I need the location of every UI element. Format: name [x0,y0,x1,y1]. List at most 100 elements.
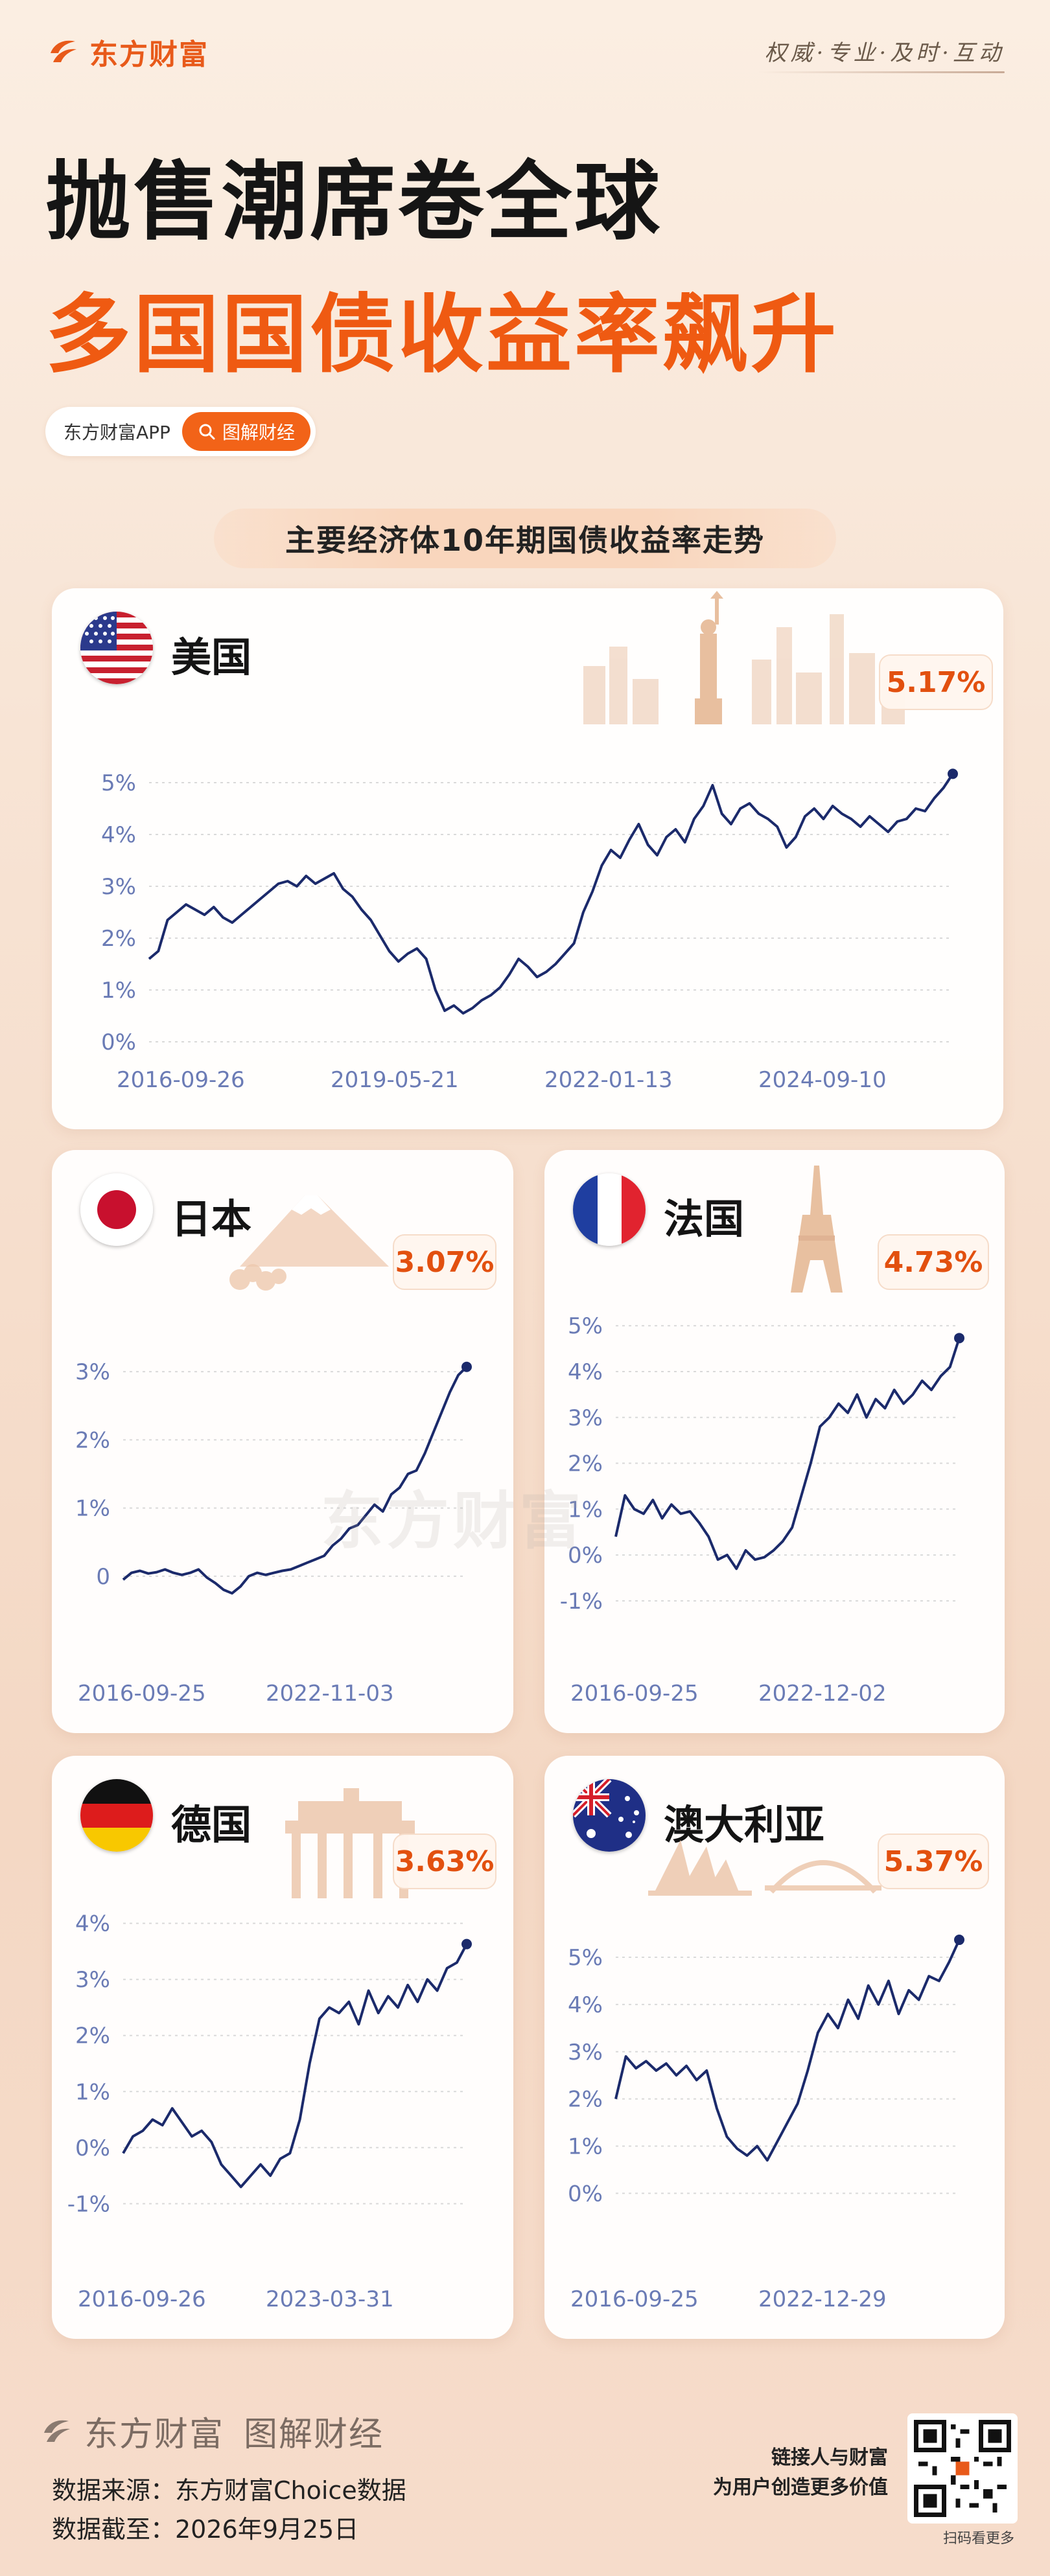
x-tick-label: 2022-11-03 [266,1681,394,1707]
app-pill[interactable]: 东方财富APP 图解财经 [45,407,316,456]
search-icon [199,424,215,440]
footer-sub: 图解财经 [244,2415,384,2454]
slogan-divider [758,71,1005,73]
series-line [122,1943,468,2189]
y-tick-label: 4% [101,822,136,848]
y-tick-label: 2% [75,2023,110,2049]
x-tick-label: 2024-09-10 [758,1067,887,1093]
france-yield-chart: -1% 0% 1% 2% 3% 4% 5% 2016-09-25 2022-12-02 [560,1313,964,1707]
y-tick-label: 4% [568,1359,603,1385]
x-tick-label: 2022-01-13 [544,1067,673,1093]
japan-flag-icon [80,1173,153,1246]
country-name: 日本 [171,1195,252,1243]
tagline-2: 为用户创造更多价值 [713,2476,888,2499]
x-tick-label: 2023-03-31 [266,2286,394,2312]
brand-name: 东方财富 [89,38,209,71]
latest-yield-badge: 3.07% [393,1234,496,1290]
x-tick-label: 2016-09-25 [78,1681,206,1707]
graphic-finance-label: 图解财经 [222,422,295,443]
y-tick-label: 1% [75,2079,110,2105]
headline-line1: 抛售潮席卷全球 [45,152,662,252]
y-tick-label: 0% [568,1543,603,1569]
footer-brand: 东方财富 [84,2415,225,2454]
y-tick-label: 3% [568,2040,603,2065]
x-tick-label: 2016-09-25 [570,2286,699,2312]
y-tick-label: 0% [568,2181,603,2207]
brand-logo: 东方财富 [45,31,209,73]
y-tick-label: -1% [67,2191,110,2217]
y-tick-label: 0% [101,1029,136,1055]
y-tick-label: 1% [101,978,136,1004]
country-name: 法国 [664,1195,745,1243]
top-bar: 东方财富 权威·专业·及时·互动 [45,31,1005,76]
x-tick-label: 2022-12-02 [758,1681,887,1707]
y-tick-label: 4% [568,1992,603,2018]
series-line [148,773,954,1015]
japan-yield-chart: 0 1% 2% 3% 2016-09-25 2022-11-03 [75,1359,472,1707]
qr-caption: 扫码看更多 [942,2531,1014,2547]
chart-card-fr: 法国 4.73% -1% 0% 1% 2% 3% 4% 5% 2016-09-25 2022-1… [544,1150,1005,1733]
latest-point [948,768,958,779]
x-tick-label: 2016-09-26 [78,2286,206,2312]
graphic-finance-button[interactable]: 图解财经 [181,412,310,451]
y-tick-label: 5% [101,770,136,796]
australia-yield-chart: 0% 1% 2% 3% 4% 5% 2016-09-25 2022-12-29 [568,1935,964,2312]
series-line [614,1337,961,1570]
y-tick-label: 4% [75,1911,110,1937]
y-tick-label: 2% [568,1451,603,1477]
us-flag-icon [80,612,153,684]
country-name: 美国 [171,634,252,681]
y-tick-label: 3% [568,1405,603,1431]
eastmoney-logo-icon [51,40,76,62]
y-tick-label: 1% [568,1497,603,1523]
tagline-1: 链接人与财富 [771,2446,888,2469]
y-tick-label: 3% [75,1359,110,1385]
data-date: 数据截至：2026年9月25日 [52,2515,359,2544]
y-tick-label: 5% [568,1945,603,1971]
y-tick-label: 3% [101,874,136,900]
y-tick-label: 0 [96,1564,110,1590]
x-tick-label: 2019-05-21 [331,1067,459,1093]
y-tick-label: 2% [75,1427,110,1453]
series-line [122,1366,468,1595]
x-tick-label: 2016-09-25 [570,1681,699,1707]
eastmoney-logo-icon [44,2420,70,2442]
latest-point [461,1938,472,1949]
latest-point [954,1333,964,1344]
y-tick-label: 2% [568,2087,603,2113]
series-line [614,1939,961,2162]
chart-card-us: 美国 5.17% 0% 1% 2% 3% 4% 5% 2016-09-26 2019-05-2… [52,588,1003,1129]
section-title: 主要经济体10年期国债收益率走势 [285,523,765,558]
chart-card-jp: 日本 3.07% 0 1% 2% 3% 2016-09-25 2022-11-03 [52,1150,513,1733]
us-yield-chart: 0% 1% 2% 3% 4% 5% 2016-09-26 2019-05-21 2022-01-… [101,768,958,1093]
latest-yield-badge: 5.37% [878,1834,989,1889]
data-source: 数据来源：东方财富Choice数据 [52,2476,406,2505]
headline-line2: 多国国债收益率飙升 [45,285,839,385]
x-tick-label: 2016-09-26 [117,1067,245,1093]
y-tick-label: 2% [101,926,136,952]
section-title-ribbon: 主要经济体10年期国债收益率走势 [214,509,836,568]
y-tick-label: 0% [75,2135,110,2161]
y-tick-label: 3% [75,1967,110,1993]
y-tick-label: 1% [568,2134,603,2160]
chart-card-de: 德国 3.63% -1% 0% 1% 2% 3% 4% 2016-09-26 2023-03-… [52,1756,513,2339]
australia-flag-icon [573,1779,646,1852]
latest-point [461,1361,472,1372]
y-tick-label: -1% [560,1589,603,1615]
latest-point [954,1935,964,1946]
mount-fuji-icon [229,1195,389,1291]
latest-yield-badge: 5.17% [879,654,993,710]
app-name: 东方财富APP [64,422,170,443]
x-tick-label: 2022-12-29 [758,2286,887,2312]
country-name: 德国 [171,1801,252,1848]
chart-card-au: 澳大利亚 5.37% 0% 1% 2% 3% 4% 5% 2016-09-25 2022-12… [544,1756,1005,2339]
latest-yield-badge: 4.73% [878,1234,989,1290]
watermark: 东方财富 [321,1485,585,1558]
latest-yield-badge: 3.63% [393,1834,496,1889]
sydney-opera-house-icon [648,1840,881,1896]
y-tick-label: 5% [568,1313,603,1339]
slogan: 权威·专业·及时·互动 [764,40,1005,66]
qr-code-icon [914,2420,1011,2517]
y-tick-label: 1% [75,1496,110,1522]
qr-code[interactable] [907,2413,1018,2524]
